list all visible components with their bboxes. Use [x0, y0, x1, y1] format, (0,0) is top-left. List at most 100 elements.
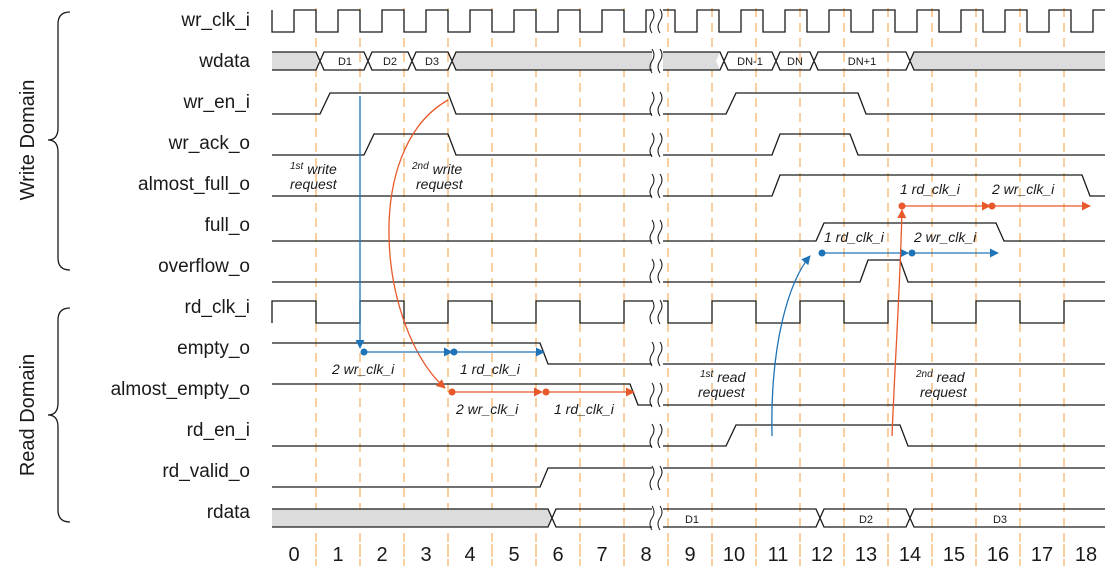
- wave-rd-clk-i-right: [663, 300, 1105, 324]
- cycle-number-3: 3: [420, 544, 431, 566]
- time-break-mark: [649, 219, 655, 245]
- annotations: 1st write request 2nd write request 1st …: [290, 161, 1055, 417]
- time-break-mark: [657, 173, 663, 199]
- arrow-read2-to-almost-full: [891, 209, 907, 437]
- annot-write1-line2: request: [290, 176, 338, 192]
- write-domain-label: Write Domain: [17, 80, 39, 201]
- time-break-mark: [657, 382, 663, 408]
- annot-ae-delay2: 1 rd_clk_i: [554, 401, 615, 417]
- annot-write1-sup: 1st: [290, 161, 305, 172]
- time-break-mark: [649, 258, 655, 284]
- wdata-value-d1: D1: [338, 56, 352, 68]
- time-break-mark: [657, 219, 663, 245]
- time-break-mark: [657, 132, 663, 158]
- signal-label-almost-empty-o: almost_empty_o: [111, 379, 250, 400]
- cycle-number-2: 2: [376, 544, 387, 566]
- write-domain-group: Write Domain: [17, 11, 71, 271]
- signal-label-wr-ack-o: wr_ack_o: [168, 133, 250, 154]
- annot-read1-sup: 1st: [700, 369, 715, 380]
- cycle-gridlines: [315, 8, 1065, 565]
- cycle-number-1: 1: [332, 544, 343, 566]
- annot-write2-sup: 2nd: [411, 161, 429, 172]
- annot-write2-main: write: [429, 161, 463, 177]
- cycle-number-14: 14: [899, 544, 921, 566]
- read-domain-label: Read Domain: [17, 354, 39, 476]
- wave-almost-full-o-right: [663, 174, 1105, 197]
- annot-read2-main: read: [933, 369, 966, 385]
- wdata-bus-fill-mid: [452, 52, 652, 70]
- time-break-mark: [657, 8, 663, 34]
- cycle-number-7: 7: [596, 544, 607, 566]
- signal-label-rd-clk-i: rd_clk_i: [185, 297, 250, 318]
- annot-write1-line1: 1st write: [290, 161, 337, 177]
- annot-ae-delay1: 2 wr_clk_i: [455, 401, 519, 417]
- cycle-number-8: 8: [640, 544, 651, 566]
- annot-write2-line2: request: [416, 176, 464, 192]
- annot-full-delay2: 2 wr_clk_i: [913, 229, 977, 245]
- wdata-bus-fill-right-b: [910, 52, 1105, 70]
- time-break-mark: [657, 505, 663, 531]
- cycle-number-5: 5: [508, 544, 519, 566]
- cycle-number-10: 10: [723, 544, 745, 566]
- wdata-value-d2: D2: [383, 56, 397, 68]
- time-break-mark: [649, 465, 655, 491]
- time-break-mark: [649, 341, 655, 367]
- signal-label-wr-clk-i: wr_clk_i: [180, 10, 250, 31]
- time-break-mark: [649, 173, 655, 199]
- wave-rd-clk-i: [271, 300, 652, 324]
- time-break-mark: [657, 341, 663, 367]
- time-break-mark: [657, 465, 663, 491]
- signal-label-rd-valid-o: rd_valid_o: [162, 461, 250, 482]
- time-break-mark: [657, 299, 663, 325]
- time-break-marks: [649, 8, 663, 531]
- rdata-value-d1: D1: [685, 514, 699, 526]
- signal-label-empty-o: empty_o: [177, 338, 250, 359]
- annot-read1-line2: request: [698, 384, 746, 400]
- rdata-bus-fill-left: [272, 509, 552, 527]
- cycle-number-15: 15: [943, 544, 965, 566]
- wave-full-o-right: [663, 222, 1105, 242]
- cycle-number-17: 17: [1031, 544, 1053, 566]
- wave-rd-en-i-right: [663, 424, 1105, 447]
- time-break-mark: [649, 423, 655, 449]
- annot-af-delay1: 1 rd_clk_i: [900, 181, 961, 197]
- time-break-mark: [649, 505, 655, 531]
- annot-af-delay2: 2 wr_clk_i: [991, 181, 1055, 197]
- signal-label-wdata: wdata: [198, 51, 250, 72]
- wdata-bus-fill-left: [272, 52, 320, 70]
- read-domain-brace: [47, 307, 71, 523]
- wave-overflow-o-right: [663, 259, 1105, 283]
- wave-wr-ack-o: [272, 133, 652, 156]
- wave-wr-en-i: [272, 92, 652, 115]
- wdata-value-d3: D3: [425, 56, 439, 68]
- cycle-number-4: 4: [464, 544, 475, 566]
- wave-rd-valid-o: [272, 467, 652, 488]
- cycle-number-9: 9: [684, 544, 695, 566]
- waveforms: D1 D2 D3 DN-1 DN DN+1: [271, 9, 1105, 528]
- signal-label-rd-en-i: rd_en_i: [187, 420, 250, 441]
- signal-label-full-o: full_o: [205, 215, 250, 236]
- cycle-number-16: 16: [987, 544, 1009, 566]
- time-break-mark: [657, 423, 663, 449]
- wdata-value-dn-plus-1: DN+1: [848, 56, 876, 68]
- annot-empty-delay1: 2 wr_clk_i: [331, 361, 395, 377]
- time-break-mark: [649, 382, 655, 408]
- cycle-number-12: 12: [811, 544, 833, 566]
- wdata-bus-fill-right-a: [663, 52, 720, 70]
- cycle-numbers: 0 1 2 3 4 5 6 7 8 9 10 11 12 13 14 15 16 17 18: [288, 544, 1097, 566]
- annot-read1-line1: 1st read: [700, 369, 746, 385]
- rdata-value-d3: D3: [993, 514, 1007, 526]
- read-domain-group: Read Domain: [17, 307, 71, 523]
- signal-label-rdata: rdata: [207, 502, 251, 523]
- wdata-value-dn-1: DN-1: [737, 56, 763, 68]
- arrows: [355, 96, 1091, 437]
- annot-write2-line1: 2nd write: [411, 161, 462, 177]
- time-break-mark: [657, 258, 663, 284]
- cycle-number-18: 18: [1075, 544, 1097, 566]
- wave-wr-clk-i: [271, 9, 652, 33]
- time-break-mark: [649, 8, 655, 34]
- signal-label-almost-full-o: almost_full_o: [138, 174, 250, 195]
- signal-labels: wr_clk_i wdata wr_en_i wr_ack_o almost_f…: [111, 10, 251, 523]
- cycle-number-0: 0: [288, 544, 299, 566]
